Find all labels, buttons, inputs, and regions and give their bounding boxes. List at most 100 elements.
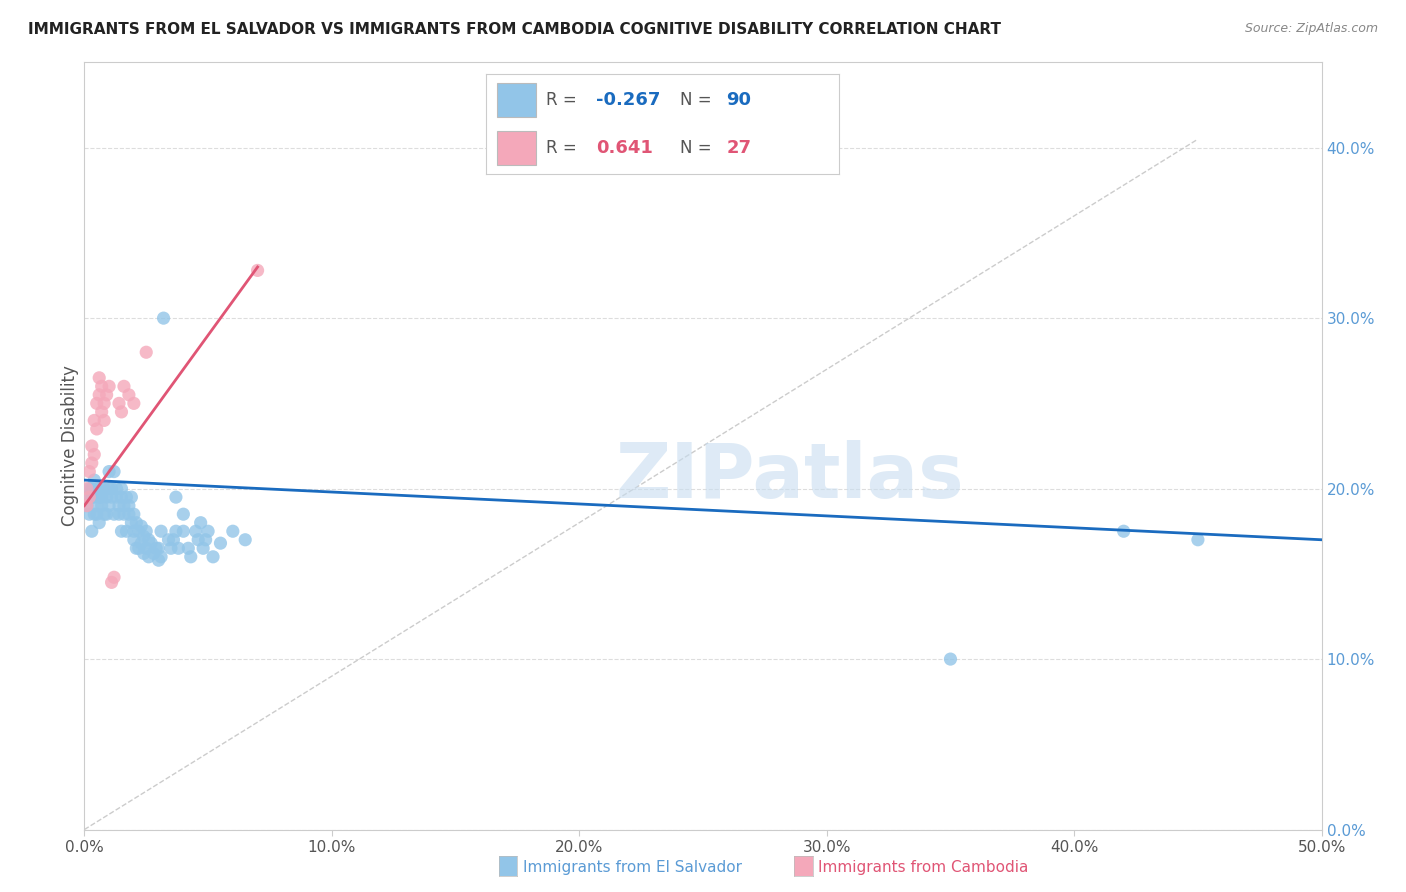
Point: [184, 524, 207, 539]
Point: [145, 541, 167, 556]
Point: [135, 541, 157, 556]
Point: [157, 533, 180, 547]
Point: [103, 465, 125, 479]
Point: [86, 507, 108, 521]
Point: [83, 490, 105, 504]
Point: [86, 482, 108, 496]
Point: [89, 490, 111, 504]
Point: [115, 524, 138, 539]
Point: [76, 499, 98, 513]
Point: [112, 499, 135, 513]
Point: [79, 507, 101, 521]
Point: [76, 490, 98, 504]
Point: [105, 490, 128, 504]
Point: [187, 533, 209, 547]
Point: [122, 396, 145, 410]
Point: [129, 519, 152, 533]
Point: [100, 490, 122, 504]
Y-axis label: Cognitive Disability: Cognitive Disability: [60, 366, 79, 526]
Point: [80, 482, 103, 496]
Point: [76, 499, 98, 513]
Point: [93, 413, 115, 427]
Point: [122, 524, 145, 539]
Point: [162, 533, 184, 547]
Point: [152, 311, 174, 326]
Point: [80, 524, 103, 539]
Point: [79, 465, 101, 479]
Point: [83, 448, 105, 462]
Point: [112, 507, 135, 521]
Point: [89, 388, 111, 402]
Point: [128, 541, 150, 556]
Point: [1112, 524, 1135, 539]
Point: [172, 507, 194, 521]
Point: [98, 482, 121, 496]
Point: [103, 507, 125, 521]
Point: [120, 516, 142, 530]
Point: [165, 490, 187, 504]
Point: [160, 541, 183, 556]
Point: [165, 524, 187, 539]
Point: [93, 507, 115, 521]
Text: IMMIGRANTS FROM EL SALVADOR VS IMMIGRANTS FROM CAMBODIA COGNITIVE DISABILITY COR: IMMIGRANTS FROM EL SALVADOR VS IMMIGRANT…: [28, 22, 1001, 37]
Point: [100, 482, 122, 496]
Point: [128, 524, 150, 539]
Point: [83, 507, 105, 521]
Point: [180, 549, 202, 564]
Point: [246, 263, 269, 277]
Point: [129, 536, 152, 550]
Point: [138, 549, 160, 564]
Point: [96, 388, 118, 402]
Point: [90, 405, 112, 419]
Point: [222, 524, 245, 539]
Point: [122, 507, 145, 521]
Point: [110, 405, 132, 419]
Point: [194, 533, 217, 547]
Point: [93, 396, 115, 410]
Point: [135, 524, 157, 539]
Point: [90, 499, 112, 513]
Point: [83, 473, 105, 487]
Point: [142, 546, 165, 560]
Point: [80, 456, 103, 470]
Point: [96, 490, 118, 504]
Point: [209, 536, 232, 550]
Point: [125, 541, 148, 556]
Point: [202, 549, 225, 564]
Point: [90, 490, 112, 504]
Point: [100, 575, 122, 590]
Point: [1187, 533, 1209, 547]
Point: [79, 482, 101, 496]
Point: [80, 490, 103, 504]
Point: [197, 524, 219, 539]
Point: [115, 490, 138, 504]
Point: [89, 371, 111, 385]
Point: [191, 541, 214, 556]
Point: [103, 570, 125, 584]
Point: [83, 413, 105, 427]
Point: [108, 396, 131, 410]
Point: [80, 439, 103, 453]
Point: [98, 465, 121, 479]
Point: [112, 379, 135, 393]
Point: [93, 482, 115, 496]
Point: [98, 499, 121, 513]
Point: [132, 529, 155, 543]
Point: [96, 507, 118, 521]
Point: [150, 524, 173, 539]
Point: [141, 536, 163, 550]
Text: Source: ZipAtlas.com: Source: ZipAtlas.com: [1244, 22, 1378, 36]
Point: [939, 652, 962, 666]
Point: [148, 553, 170, 567]
Point: [105, 482, 128, 496]
Point: [108, 499, 131, 513]
Point: [76, 482, 98, 496]
Point: [150, 549, 173, 564]
Point: [118, 507, 141, 521]
Text: ZIPatlas: ZIPatlas: [616, 440, 965, 514]
Point: [118, 499, 141, 513]
Point: [148, 541, 170, 556]
Point: [177, 541, 200, 556]
Point: [89, 516, 111, 530]
Point: [86, 422, 108, 436]
